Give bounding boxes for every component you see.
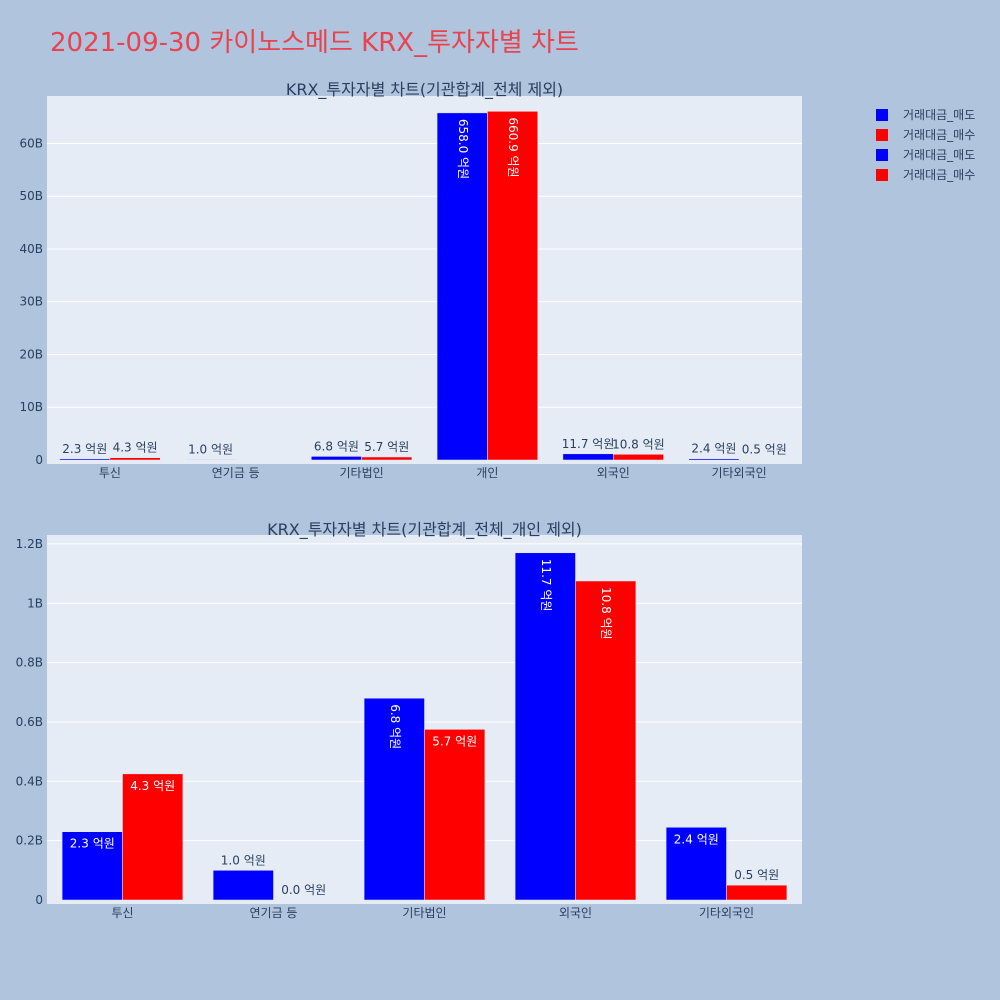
legend-swatch (876, 169, 888, 181)
y-tick-label: 1.2B (16, 537, 43, 551)
chart-title: KRX_투자자별 차트(기관합계_전체 제외) (286, 80, 563, 100)
data-label: 2.3 억원 (70, 837, 115, 851)
y-tick-label: 0.8B (16, 656, 43, 670)
y-tick-label: 20B (19, 347, 43, 361)
y-tick-label: 50B (19, 189, 43, 203)
y-tick-label: 0.6B (16, 715, 43, 729)
data-label: 5.7 억원 (432, 734, 477, 748)
bar[interactable] (122, 773, 184, 901)
y-tick-label: 0 (35, 893, 43, 907)
chart-bottom: KRX_투자자별 차트(기관합계_전체_개인 제외) 0 0.2B 0.4B 0.6B 0… (16, 520, 802, 920)
bar[interactable] (424, 729, 486, 901)
data-label: 0.5 억원 (734, 868, 779, 882)
bar[interactable] (575, 580, 637, 901)
data-label: 2.3 억원 (62, 442, 107, 456)
data-label: 0.5 억원 (742, 443, 787, 457)
legend-item[interactable]: 거래대금_매수 (903, 168, 975, 182)
y-tick-label: 0 (35, 453, 43, 467)
bar[interactable] (212, 870, 274, 901)
data-label: 2.4 억원 (674, 832, 719, 846)
data-label: 4.3 억원 (130, 779, 175, 793)
data-label: 658.0 억원 (456, 119, 470, 179)
y-tick-label: 30B (19, 295, 43, 309)
y-tick-label: 10B (19, 400, 43, 414)
data-label: 6.8 억원 (314, 439, 359, 453)
legend-swatch (876, 149, 888, 161)
bar[interactable] (726, 884, 788, 901)
x-tick-label: 투신 (99, 466, 121, 480)
legend-item[interactable]: 거래대금_매도 (903, 108, 975, 122)
bar[interactable] (109, 457, 161, 461)
data-label: 660.9 억원 (506, 117, 520, 177)
bar[interactable] (688, 458, 740, 461)
data-label: 5.7 억원 (364, 440, 409, 454)
data-label: 1.0 억원 (188, 442, 233, 456)
bar[interactable] (665, 827, 727, 901)
x-tick-label: 개인 (476, 466, 498, 480)
x-tick-label: 기타법인 (402, 906, 446, 920)
x-tick-label: 연기금 등 (250, 906, 298, 920)
legend-item[interactable]: 거래대금_매수 (903, 128, 975, 142)
data-label: 4.3 억원 (113, 441, 158, 455)
data-label: 11.7 억원 (539, 559, 553, 612)
x-tick-label: 기타외국인 (711, 466, 766, 480)
x-tick-label: 외국인 (597, 466, 630, 480)
data-label: 10.8 억원 (599, 587, 613, 640)
bar[interactable] (61, 831, 123, 901)
chart-top: KRX_투자자별 차트(기관합계_전체 제외) 0 10B 20B 30B 40B 50B 6… (19, 80, 802, 480)
bar[interactable] (487, 111, 538, 461)
data-label: 10.8 억원 (612, 437, 665, 451)
x-tick-label: 연기금 등 (212, 466, 260, 480)
plot-area (47, 96, 802, 464)
x-tick-label: 기타외국인 (699, 906, 754, 920)
y-tick-label: 1B (27, 596, 43, 610)
legend-item[interactable]: 거래대금_매도 (903, 148, 975, 162)
bar[interactable] (311, 456, 362, 461)
y-tick-label: 40B (19, 242, 43, 256)
bar[interactable] (185, 459, 237, 461)
data-label: 0.0 억원 (281, 883, 326, 897)
legend-swatch (876, 109, 888, 121)
y-tick-label: 0.4B (16, 774, 43, 788)
y-tick-label: 60B (19, 136, 43, 150)
chart-title: KRX_투자자별 차트(기관합계_전체_개인 제외) (267, 520, 582, 540)
bar[interactable] (613, 454, 664, 461)
data-label: 11.7 억원 (562, 437, 615, 451)
data-label: 2.4 억원 (691, 442, 736, 456)
page-title: 2021-09-30 카이노스메드 KRX_투자자별 차트 (50, 28, 579, 58)
bar[interactable] (562, 453, 614, 461)
bar[interactable] (59, 458, 111, 461)
bar[interactable] (361, 456, 413, 461)
bar[interactable] (514, 552, 576, 901)
x-tick-label: 투신 (111, 906, 133, 920)
y-tick-label: 0.2B (16, 834, 43, 848)
data-label: 6.8 억원 (388, 704, 402, 749)
x-tick-label: 기타법인 (339, 466, 383, 480)
data-label: 1.0 억원 (221, 853, 266, 867)
legend-swatch (876, 129, 888, 141)
x-tick-label: 외국인 (559, 906, 592, 920)
